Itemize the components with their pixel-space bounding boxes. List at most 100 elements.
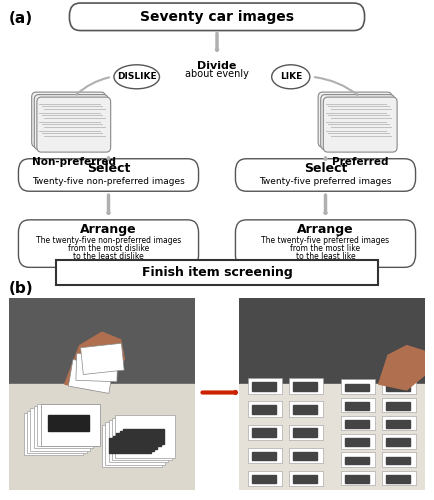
Bar <box>382 434 416 448</box>
Bar <box>341 416 375 430</box>
Bar <box>341 471 375 485</box>
Bar <box>69 360 113 394</box>
Bar <box>252 452 276 460</box>
FancyBboxPatch shape <box>19 158 199 191</box>
Text: LIKE: LIKE <box>279 72 302 82</box>
FancyBboxPatch shape <box>32 92 105 147</box>
Bar <box>248 424 282 440</box>
Bar <box>76 354 118 382</box>
Bar <box>239 298 425 384</box>
Bar <box>289 424 322 440</box>
Text: Arrange: Arrange <box>297 223 354 236</box>
Ellipse shape <box>114 65 160 89</box>
Text: (b): (b) <box>9 281 33 296</box>
Bar <box>341 380 375 394</box>
Bar <box>341 398 375 412</box>
Bar <box>248 448 282 463</box>
Bar <box>102 424 162 467</box>
Text: from the most dislike: from the most dislike <box>68 244 149 253</box>
Bar <box>248 402 282 417</box>
Bar <box>293 428 317 437</box>
Text: Divide: Divide <box>197 61 237 71</box>
FancyBboxPatch shape <box>318 92 392 147</box>
Bar <box>108 420 168 463</box>
Bar <box>382 380 416 394</box>
Bar <box>9 298 195 384</box>
FancyBboxPatch shape <box>37 97 111 152</box>
Bar <box>48 416 89 430</box>
Text: to the least like: to the least like <box>296 252 355 261</box>
FancyBboxPatch shape <box>69 3 365 30</box>
Bar <box>30 408 90 451</box>
Text: DISLIKE: DISLIKE <box>117 72 157 82</box>
Text: about evenly: about evenly <box>185 69 249 79</box>
Bar <box>23 413 83 456</box>
Bar <box>345 438 369 446</box>
Bar <box>112 418 172 460</box>
Bar <box>386 384 411 391</box>
Text: Select: Select <box>87 162 130 175</box>
Bar <box>34 406 93 448</box>
Bar <box>386 456 411 464</box>
Bar <box>382 398 416 412</box>
Text: Preferred: Preferred <box>332 157 388 167</box>
Bar <box>113 436 154 451</box>
Bar <box>345 475 369 482</box>
Bar <box>341 434 375 448</box>
FancyBboxPatch shape <box>235 158 416 191</box>
Bar <box>345 420 369 428</box>
Text: Non-preferred: Non-preferred <box>32 157 116 167</box>
Bar <box>386 420 411 428</box>
Bar <box>81 344 124 374</box>
Bar <box>41 404 101 446</box>
FancyBboxPatch shape <box>19 220 199 268</box>
Bar <box>123 429 164 444</box>
FancyBboxPatch shape <box>323 97 397 152</box>
Polygon shape <box>378 346 425 390</box>
Text: Select: Select <box>304 162 347 175</box>
Bar <box>289 402 322 417</box>
Bar <box>252 474 276 484</box>
Bar <box>9 384 195 490</box>
Text: The twenty-five non-preferred images: The twenty-five non-preferred images <box>36 236 181 244</box>
Bar <box>248 471 282 486</box>
FancyBboxPatch shape <box>34 94 108 150</box>
FancyBboxPatch shape <box>56 260 378 285</box>
FancyBboxPatch shape <box>321 94 395 150</box>
Bar <box>27 410 87 453</box>
Bar <box>105 422 165 465</box>
Bar <box>119 431 161 446</box>
Bar <box>252 428 276 437</box>
Bar <box>115 416 175 458</box>
Bar <box>341 452 375 467</box>
Bar <box>252 406 276 414</box>
Bar <box>386 402 411 409</box>
Polygon shape <box>65 332 125 390</box>
Bar <box>382 416 416 430</box>
Ellipse shape <box>272 65 310 89</box>
FancyBboxPatch shape <box>235 220 416 268</box>
Bar <box>116 434 157 449</box>
Bar <box>382 471 416 485</box>
Bar <box>109 438 151 454</box>
Bar <box>386 475 411 482</box>
Text: Arrange: Arrange <box>80 223 137 236</box>
Bar <box>293 406 317 414</box>
Bar <box>37 404 97 446</box>
Text: Seventy car images: Seventy car images <box>140 10 294 24</box>
Text: Twenty-five non-preferred images: Twenty-five non-preferred images <box>32 176 185 186</box>
Bar <box>293 382 317 391</box>
Text: (a): (a) <box>9 11 33 26</box>
Bar <box>289 378 322 394</box>
Text: to the least dislike: to the least dislike <box>73 252 144 261</box>
Text: from the most like: from the most like <box>290 244 361 253</box>
Bar <box>252 382 276 391</box>
Bar <box>239 384 425 490</box>
Bar <box>293 474 317 484</box>
Bar <box>289 471 322 486</box>
Bar <box>382 452 416 467</box>
Text: The twenty-five preferred images: The twenty-five preferred images <box>261 236 390 244</box>
Bar <box>248 378 282 394</box>
Bar <box>289 448 322 463</box>
Bar <box>345 402 369 409</box>
